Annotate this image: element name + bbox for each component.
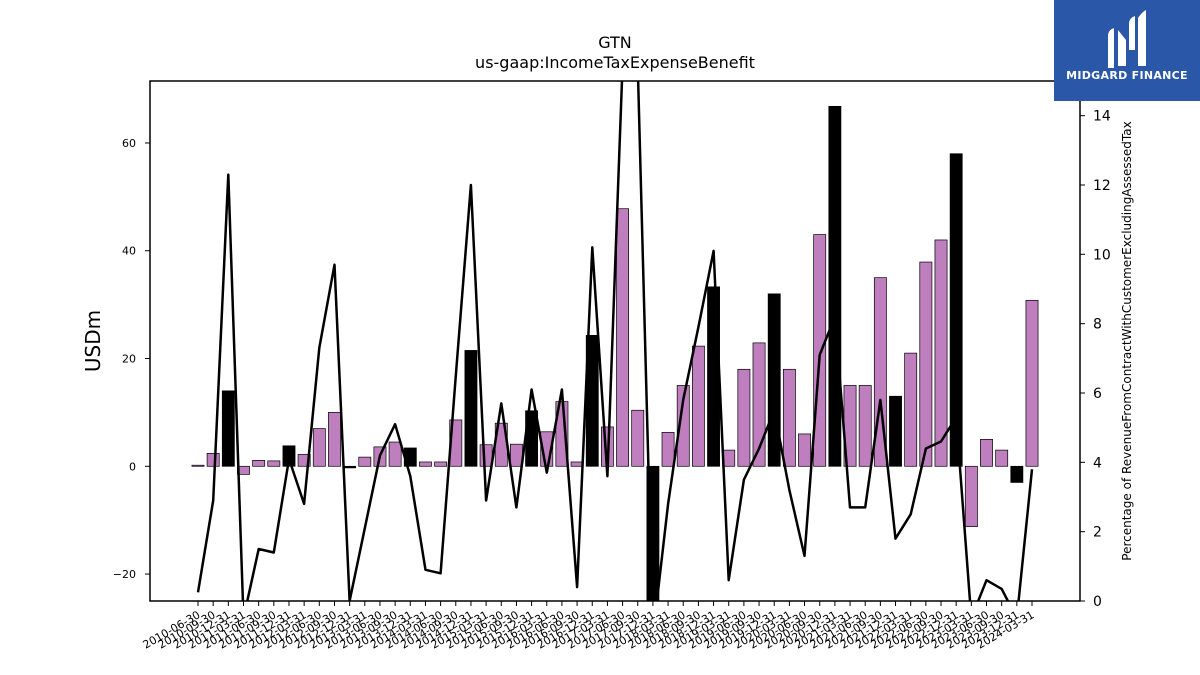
bar-2015-09-30 — [510, 443, 523, 467]
y2-tick-label: 10 — [1093, 247, 1111, 263]
y-tick-label: 20 — [122, 353, 136, 366]
bar-2012-12-31 — [343, 465, 357, 469]
bar-2011-09-30 — [267, 460, 281, 467]
bar-2022-03-31 — [904, 352, 918, 467]
bar-2019-12-31 — [767, 293, 781, 467]
bar-2018-06-30 — [676, 385, 690, 467]
bar-2012-09-30 — [328, 412, 341, 467]
bar-series — [191, 105, 1039, 601]
y-axis: −20 0 20 40 60 — [113, 137, 150, 581]
bar-2012-03-31 — [297, 454, 311, 467]
chart-title: GTN — [598, 33, 632, 52]
y-tick-label: −20 — [113, 568, 136, 581]
bar-2020-09-30 — [813, 234, 827, 467]
chart-subtitle: us-gaap:IncomeTaxExpenseBenefit — [475, 53, 755, 72]
line-series — [196, 81, 1034, 601]
line-percentage — [196, 81, 1034, 601]
bar-2011-06-30 — [252, 460, 266, 467]
midgard-finance-logo: MIDGARD FINANCE — [1054, 0, 1200, 101]
y2-tick-label: 8 — [1093, 317, 1102, 333]
logo-text: MIDGARD FINANCE — [1066, 69, 1188, 82]
bar-2023-12-31 — [1010, 465, 1024, 483]
bar-2010-06-30 — [191, 464, 205, 467]
bar-2022-09-30 — [934, 239, 948, 467]
bar-2019-06-30 — [737, 368, 751, 467]
bar-2018-12-31 — [707, 286, 720, 467]
bar-2013-03-31 — [358, 456, 372, 467]
bar-2023-09-30 — [995, 449, 1009, 467]
bar-2017-06-30 — [616, 208, 629, 467]
bar-2010-09-30 — [206, 453, 220, 467]
bar-2020-12-31 — [828, 105, 842, 467]
plot-frame — [149, 80, 1081, 602]
bar-2019-09-30 — [752, 342, 766, 467]
y2-tick-label: 14 — [1093, 109, 1111, 125]
bar-2018-03-31 — [661, 431, 675, 467]
bar-2014-12-31 — [464, 350, 478, 467]
bar-2017-09-30 — [631, 409, 645, 467]
bar-2018-09-30 — [691, 345, 705, 467]
bar-2022-12-31 — [949, 153, 963, 467]
y2-axis: 0 2 4 6 8 10 12 14 — [1080, 109, 1111, 610]
y2-tick-label: 6 — [1093, 386, 1102, 402]
logo-mark-icon — [1108, 10, 1146, 68]
bar-2012-06-30 — [312, 428, 326, 467]
bar-2024-03-31 — [1025, 299, 1039, 467]
y2-axis-label: Percentage of RevenueFromContractWithCus… — [1120, 121, 1134, 560]
bar-2020-03-31 — [782, 368, 796, 467]
bar-2020-06-30 — [798, 433, 811, 467]
y-tick-label: 40 — [122, 245, 136, 258]
bar-2013-09-30 — [388, 441, 402, 467]
y2-tick-label: 0 — [1093, 594, 1102, 610]
y2-tick-label: 12 — [1093, 178, 1111, 194]
y2-tick-label: 2 — [1093, 525, 1102, 541]
bar-2014-03-31 — [419, 461, 432, 467]
bar-2015-03-31 — [479, 444, 493, 467]
bar-2023-06-30 — [980, 438, 993, 467]
bar-2022-06-30 — [919, 261, 933, 467]
bar-2021-12-31 — [889, 395, 902, 467]
bar-2014-06-30 — [434, 461, 448, 467]
bar-2021-06-30 — [858, 385, 872, 467]
y-tick-label: 60 — [122, 137, 136, 150]
y-axis-label: USDm — [81, 310, 105, 372]
y-tick-label: 0 — [129, 460, 136, 473]
y2-tick-label: 4 — [1093, 455, 1102, 471]
bar-2010-12-31 — [221, 390, 235, 467]
x-axis: 2010-06-302010-09-302010-12-312011-03-31… — [141, 601, 1037, 652]
bar-2023-03-31 — [964, 465, 978, 527]
